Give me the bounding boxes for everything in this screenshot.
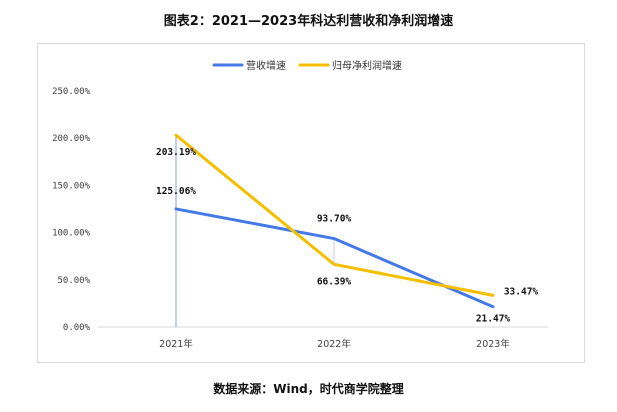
chart-source: 数据来源：Wind，时代商学院整理 (213, 382, 404, 396)
y-tick-label: 0.00% (63, 323, 91, 333)
profit-growth-data-label: 203.19% (156, 147, 196, 158)
revenue-growth-data-label: 21.47% (476, 314, 511, 325)
data-labels: 125.06% 93.70% 21.47% 203.19% 66.39% 33.47% (156, 147, 538, 325)
profit-growth-data-label: 33.47% (504, 286, 539, 297)
y-tick-label: 100.00% (52, 229, 91, 239)
revenue-growth-legend-label: 营收增速 (246, 59, 286, 72)
y-tick-label: 250.00% (52, 87, 91, 97)
chart-legend: 营收增速 归母净利润增速 (212, 59, 402, 72)
data-guides (175, 135, 335, 327)
x-tick-label: 2021年 (159, 338, 193, 350)
x-tick-label: 2022年 (317, 338, 351, 350)
profit-growth-line (174, 133, 495, 297)
y-tick-label: 200.00% (52, 134, 91, 144)
chart-title: 图表2：2021—2023年科达利营收和净利润增速 (163, 14, 454, 29)
revenue-growth-data-label: 125.06% (156, 186, 196, 197)
revenue-growth-data-label: 93.70% (317, 214, 352, 225)
chart-series (174, 133, 495, 309)
profit-growth-legend-label: 归母净利润增速 (332, 59, 402, 72)
x-tick-label: 2023年 (476, 338, 510, 350)
x-axis: 2021年 2022年 2023年 (98, 326, 548, 350)
profit-growth-data-label: 66.39% (317, 276, 352, 287)
y-tick-label: 150.00% (52, 181, 91, 191)
y-tick-label: 50.00% (57, 276, 90, 286)
chart-frame (37, 43, 585, 363)
y-axis: 0.00% 50.00% 100.00% 150.00% 200.00% 250.00% (52, 87, 91, 333)
